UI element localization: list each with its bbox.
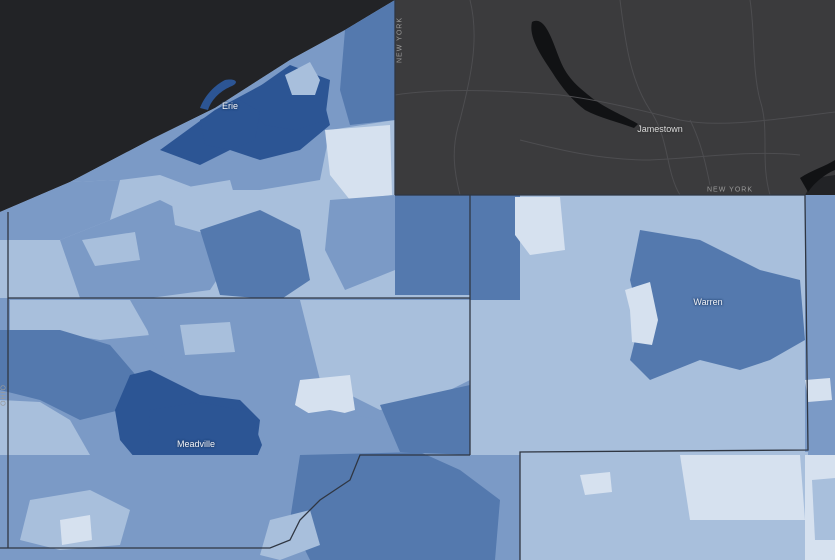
map-polygon	[470, 300, 560, 440]
city-label-warren: Warren	[693, 297, 723, 307]
map-polygon	[812, 478, 835, 540]
ny-roads	[394, 0, 835, 196]
map-polygon	[70, 0, 395, 190]
map-polygon	[395, 195, 470, 295]
map-polygon	[805, 378, 832, 402]
map-polygon	[340, 0, 395, 125]
map-polygon	[619, 0, 681, 196]
map-polygon	[82, 232, 140, 266]
map-polygon	[260, 510, 320, 560]
map-polygon	[0, 180, 120, 240]
map-polygon	[325, 195, 395, 290]
map-polygon	[394, 89, 835, 124]
new-york-land	[395, 0, 835, 195]
map-polygon	[170, 180, 240, 235]
city-label-jamestown: Jamestown	[637, 124, 683, 134]
ny-small-lake	[800, 160, 835, 192]
chautauqua-lake	[531, 20, 638, 128]
map-polygon	[515, 197, 565, 255]
map-polygon	[180, 322, 235, 355]
map-polygon	[749, 0, 771, 196]
map-polygon	[60, 515, 92, 545]
presque-isle	[200, 79, 236, 110]
map-polygon	[689, 119, 711, 186]
map-polygon	[295, 375, 355, 420]
map-polygon	[580, 472, 612, 495]
state-label-new-york: NEW YORK	[707, 186, 753, 194]
map-polygon	[0, 330, 140, 420]
erie-city-area	[200, 100, 260, 150]
map-polygon	[630, 230, 805, 380]
map-polygon	[470, 195, 520, 305]
state-label-new-york-vertical: NEW YORK	[396, 17, 404, 63]
map-polygon	[290, 452, 500, 560]
city-label-erie: Erie	[221, 101, 239, 111]
map-polygon	[680, 455, 805, 520]
map-polygon	[453, 0, 475, 196]
map-polygon	[325, 125, 392, 200]
county-boundaries	[0, 0, 809, 560]
state-label-ohio: OHIO	[0, 384, 8, 406]
map-polygon	[285, 62, 320, 95]
map-polygon	[0, 240, 80, 298]
map-polygon	[200, 210, 310, 300]
map-polygon	[380, 385, 470, 455]
map-polygon	[519, 139, 801, 161]
map-polygon	[625, 282, 658, 345]
city-label-meadville: Meadville	[176, 439, 216, 449]
